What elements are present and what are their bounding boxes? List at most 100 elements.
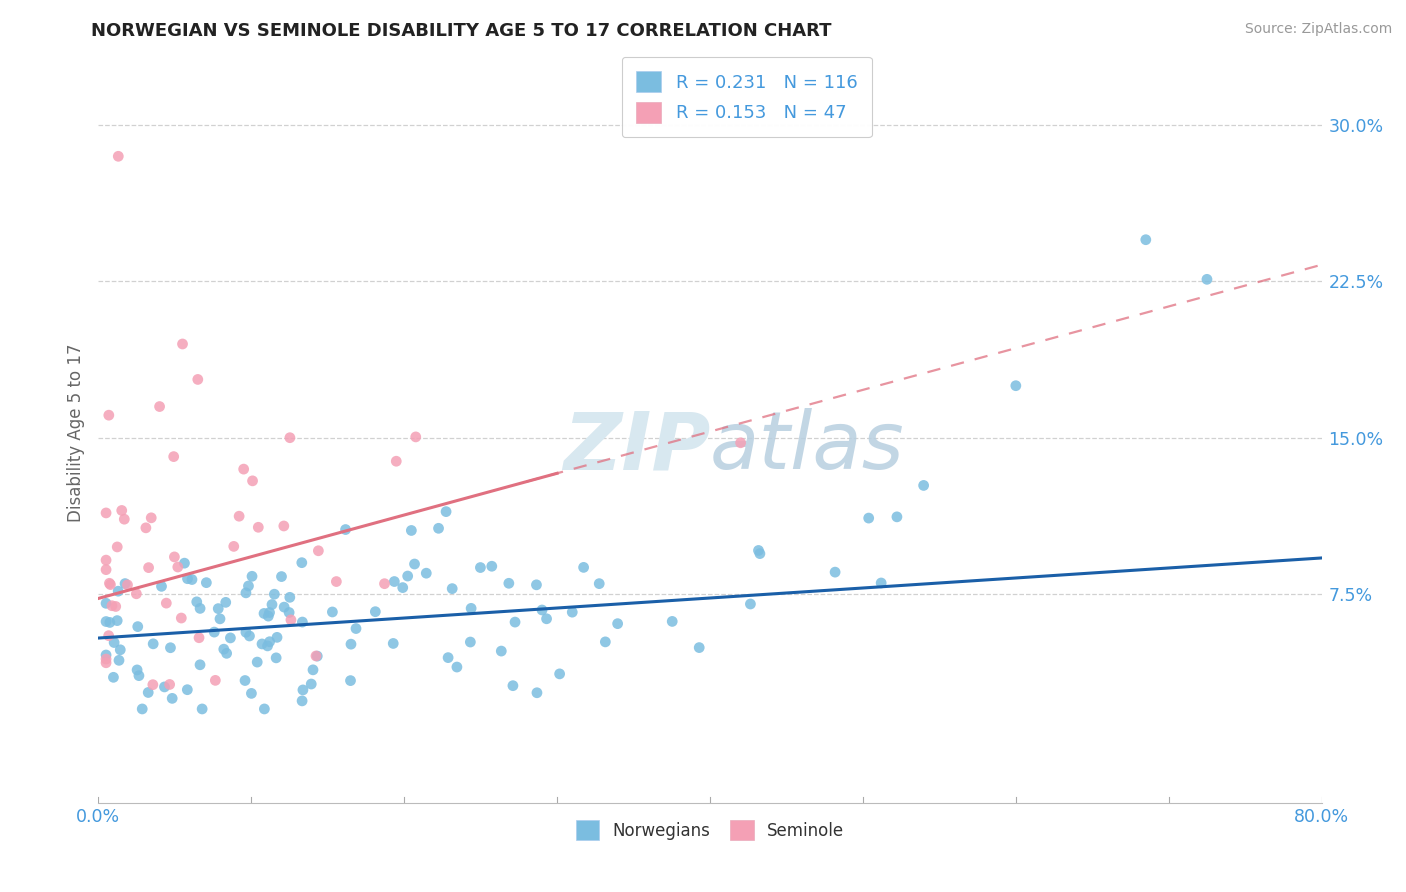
Text: Source: ZipAtlas.com: Source: ZipAtlas.com [1244, 22, 1392, 37]
Point [340, 637, 363, 651]
Point [163, 549, 186, 564]
Point [437, 650, 460, 665]
Point [110, 642, 132, 657]
Point [415, 566, 437, 581]
Point [98, 615, 121, 630]
Point [191, 702, 214, 716]
Point [94, 615, 117, 629]
Point [135, 521, 157, 535]
Point [256, 639, 278, 653]
Point [291, 682, 314, 697]
Point [548, 666, 571, 681]
Point [207, 601, 229, 615]
Point [260, 598, 283, 612]
Point [188, 631, 211, 645]
Point [526, 578, 548, 592]
Point [202, 625, 225, 640]
Point [730, 435, 752, 450]
Point [824, 565, 846, 579]
Point [127, 663, 149, 677]
Point [460, 635, 482, 649]
Point [246, 655, 269, 669]
Point [526, 686, 548, 700]
Point [160, 691, 183, 706]
Point [912, 478, 935, 492]
Point [108, 653, 131, 667]
Point [105, 614, 128, 628]
Point [166, 560, 188, 574]
Point [172, 337, 194, 351]
Point [382, 574, 405, 589]
Point [195, 575, 218, 590]
Point [291, 615, 314, 629]
Point [208, 612, 231, 626]
Point [747, 543, 769, 558]
Point [159, 677, 181, 691]
Point [94, 563, 117, 577]
Point [396, 569, 419, 583]
Point [1195, 272, 1218, 286]
Point [382, 636, 405, 650]
Point [181, 573, 204, 587]
Point [491, 644, 513, 658]
Point [264, 651, 287, 665]
Point [215, 646, 238, 660]
Point [278, 591, 301, 605]
Point [278, 606, 301, 620]
Point [688, 640, 710, 655]
Point [364, 605, 387, 619]
Point [187, 372, 209, 386]
Point [235, 586, 257, 600]
Point [94, 648, 117, 662]
Point [339, 673, 361, 688]
Point [1135, 233, 1157, 247]
Point [385, 454, 408, 468]
Point [219, 631, 242, 645]
Point [259, 634, 281, 648]
Point [886, 509, 908, 524]
Point [94, 506, 117, 520]
Point [125, 587, 148, 601]
Point [470, 560, 492, 574]
Point [305, 648, 328, 663]
Point [446, 660, 468, 674]
Point [307, 543, 329, 558]
Point [94, 596, 117, 610]
Point [150, 579, 173, 593]
Point [404, 557, 426, 571]
Y-axis label: Disability Age 5 to 17: Disability Age 5 to 17 [66, 343, 84, 522]
Point [107, 584, 129, 599]
Point [441, 582, 464, 596]
Point [155, 596, 177, 610]
Point [153, 680, 176, 694]
Point [661, 615, 683, 629]
Point [606, 616, 628, 631]
Point [273, 600, 295, 615]
Point [270, 569, 292, 583]
Point [335, 523, 357, 537]
Point [204, 673, 226, 688]
Point [858, 511, 880, 525]
Point [1004, 378, 1026, 392]
Point [291, 556, 314, 570]
Point [188, 657, 211, 672]
Point [278, 431, 301, 445]
Point [405, 430, 427, 444]
Point [131, 702, 153, 716]
Point [373, 576, 395, 591]
Point [136, 685, 159, 699]
Point [228, 509, 250, 524]
Point [561, 605, 583, 619]
Point [101, 599, 124, 613]
Text: ZIP: ZIP [562, 409, 710, 486]
Point [186, 595, 208, 609]
Legend: Norwegians, Seminole: Norwegians, Seminole [569, 814, 851, 847]
Point [391, 581, 413, 595]
Point [138, 560, 160, 574]
Point [103, 635, 125, 649]
Point [212, 642, 235, 657]
Point [215, 595, 238, 609]
Point [321, 605, 343, 619]
Point [588, 576, 610, 591]
Point [94, 656, 117, 670]
